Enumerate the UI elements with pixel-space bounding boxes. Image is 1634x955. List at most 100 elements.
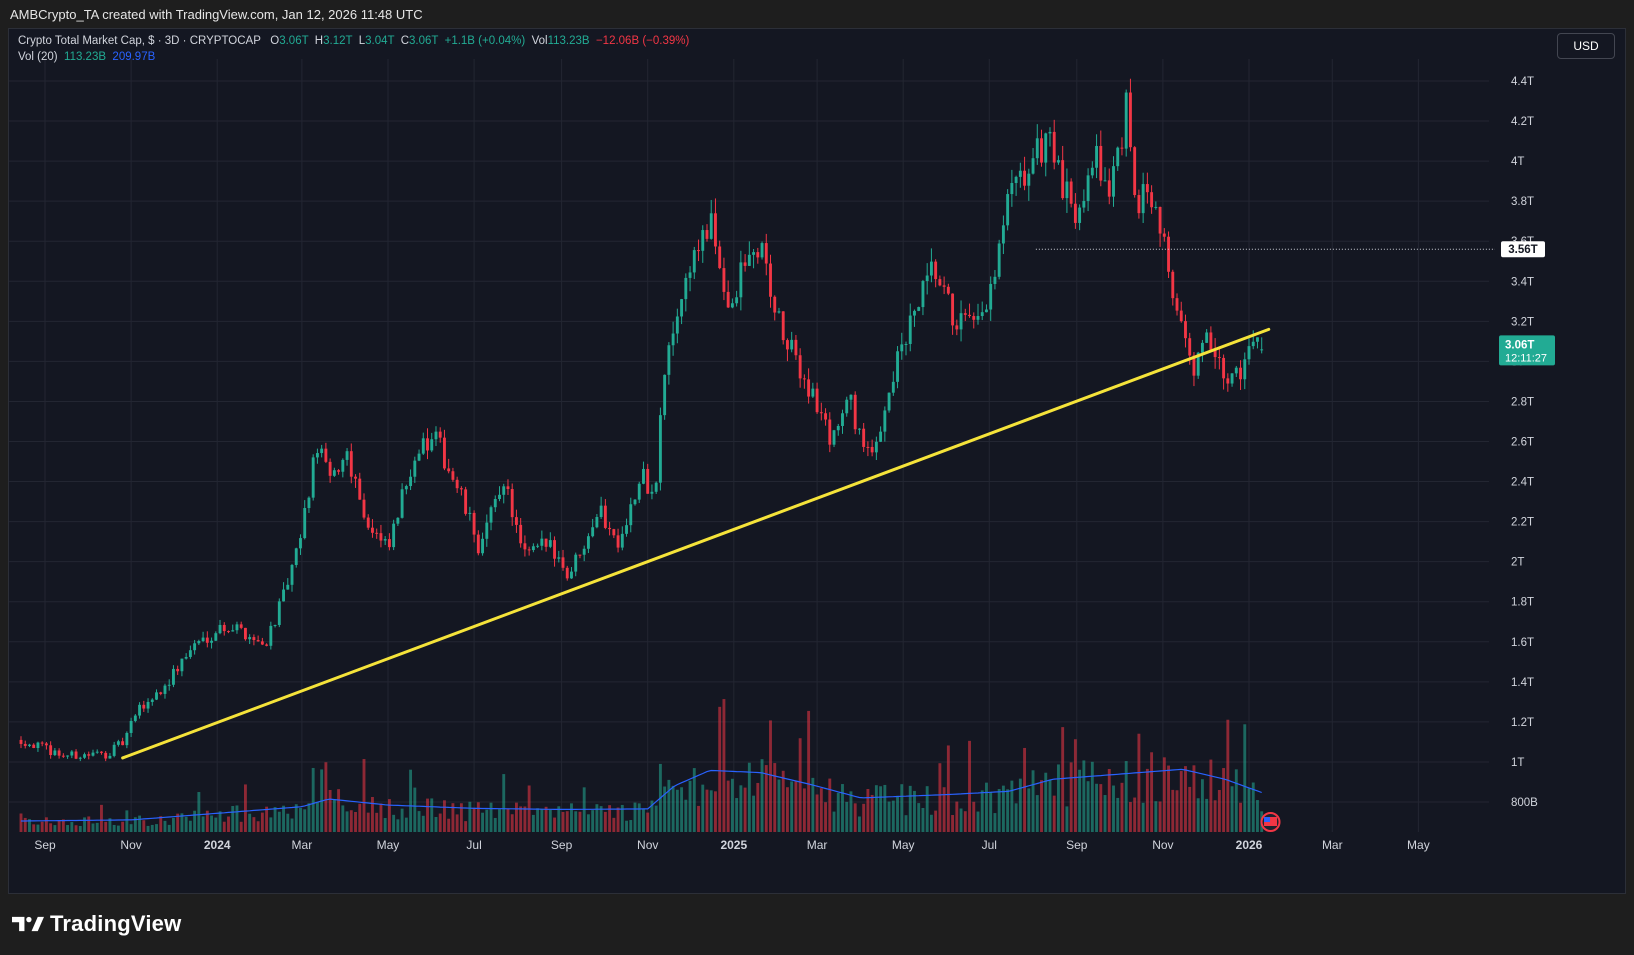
volume-bar-5 (40, 821, 44, 832)
chart-panel[interactable]: 800B 1T 1.2T 1.4T 1.6T 1.8T 2T 2.2T 2.4T 2.6T 2.8T… (8, 28, 1626, 894)
volume-bar-72 (324, 762, 328, 832)
candle-body-7 (49, 745, 53, 756)
candle-body-47 (218, 624, 222, 634)
candle-body-227 (980, 312, 984, 317)
close-label: C (400, 35, 410, 47)
volume-bar-90 (400, 808, 404, 832)
volume-bar-196 (849, 791, 853, 832)
volume-bar-149 (650, 800, 654, 832)
candle-body-267 (1150, 192, 1154, 208)
volume-bar-44 (205, 810, 209, 832)
candle-body-134 (586, 536, 590, 549)
candle-body-51 (235, 624, 239, 631)
candle-body-143 (625, 525, 628, 534)
candle-body-78 (349, 451, 353, 477)
candle-body-257 (1107, 180, 1111, 197)
candle-body-108 (476, 534, 480, 554)
candle-body-93 (413, 460, 417, 477)
candle-body-14 (78, 757, 82, 759)
candle-body-208 (900, 344, 904, 352)
volume-bar-104 (459, 803, 463, 832)
y-tick-label-13: 3.4T (1511, 276, 1534, 288)
candle-body-119 (523, 543, 527, 550)
candle-body-211 (913, 310, 916, 316)
tradingview-logo: TradingView (12, 911, 181, 937)
volume-bar-155 (675, 789, 679, 832)
volume-bar-12 (70, 822, 74, 832)
candle-body-217 (938, 279, 942, 286)
candle-body-94 (417, 453, 421, 461)
volume-bar-185 (802, 788, 806, 832)
volume-bar-77 (345, 811, 349, 832)
candle-body-183 (794, 339, 798, 356)
candle-body-214 (925, 275, 929, 282)
candle-body-72 (324, 448, 328, 462)
candle-body-186 (807, 379, 811, 397)
volume-bar-45 (210, 815, 213, 832)
candle-body-259 (1116, 147, 1120, 167)
candle-body-137 (599, 505, 603, 518)
candle-body-125 (548, 540, 552, 547)
volume-bar-68 (307, 803, 311, 832)
volume-bar-28 (138, 815, 142, 832)
candle-body-0 (19, 739, 23, 744)
volume-bar-56 (256, 821, 260, 832)
candle-body-166 (722, 268, 726, 292)
x-tick-label-8: 2025 (720, 838, 747, 852)
volume-bar-47 (218, 811, 222, 832)
candle-body-153 (667, 345, 671, 375)
candle-body-188 (815, 388, 819, 413)
currency-button[interactable]: USD (1557, 33, 1615, 59)
volume-bar-84 (375, 812, 379, 832)
candle-body-149 (650, 491, 654, 494)
candle-body-157 (684, 277, 688, 300)
candle-body-167 (726, 291, 730, 308)
candle-body-141 (616, 535, 620, 548)
volume-bar-273 (1175, 790, 1179, 832)
close-value: 3.06T (409, 35, 439, 47)
volume-bar-81 (362, 759, 366, 832)
volume-bar-285 (1226, 719, 1230, 832)
candle-body-148 (646, 468, 650, 494)
candle-body-36 (172, 668, 175, 685)
candle-body-200 (866, 446, 870, 448)
volume-bar-107 (472, 807, 476, 832)
volume-bar-200 (866, 788, 870, 832)
candle-body-27 (133, 715, 137, 721)
candle-body-91 (404, 486, 408, 490)
candle-body-107 (472, 512, 476, 535)
candle-body-163 (709, 213, 713, 239)
candle-body-62 (282, 589, 285, 602)
volume-bar-163 (709, 790, 713, 832)
candle-body-138 (603, 505, 607, 528)
volume-bar-158 (688, 780, 692, 832)
volume-bar-212 (917, 803, 921, 832)
volume-bar-32 (155, 824, 158, 832)
candle-body-293 (1260, 349, 1264, 351)
volume-bar-211 (913, 790, 916, 832)
volume-bar-36 (172, 817, 175, 832)
volume-bar-247 (1065, 806, 1069, 832)
volume-bar-54 (248, 813, 252, 832)
x-tick-label-1: Nov (120, 838, 141, 852)
candle-body-113 (498, 494, 501, 500)
volume-bar-97 (430, 798, 434, 832)
volume-bar-106 (468, 801, 472, 832)
x-tick-label-4: May (377, 838, 400, 852)
candle-body-180 (781, 311, 785, 341)
price-chart[interactable]: 800B 1T 1.2T 1.4T 1.6T 1.8T 2T 2.2T 2.4T 2.6T 2.8T… (9, 29, 1625, 893)
candle-body-136 (595, 517, 599, 528)
volume-bar-152 (663, 786, 667, 832)
volume-bar-227 (980, 790, 984, 832)
volume-bar-222 (959, 808, 963, 832)
candle-body-266 (1145, 184, 1149, 193)
candle-body-184 (798, 355, 802, 379)
volume-bar-221 (955, 801, 959, 832)
volume-bar-178 (773, 763, 777, 832)
candle-body-146 (637, 483, 641, 500)
volume-bar-86 (383, 818, 387, 832)
candle-body-285 (1226, 378, 1230, 384)
volume-bar-166 (722, 699, 726, 832)
candle-body-170 (739, 262, 743, 298)
candle-body-254 (1095, 145, 1098, 168)
